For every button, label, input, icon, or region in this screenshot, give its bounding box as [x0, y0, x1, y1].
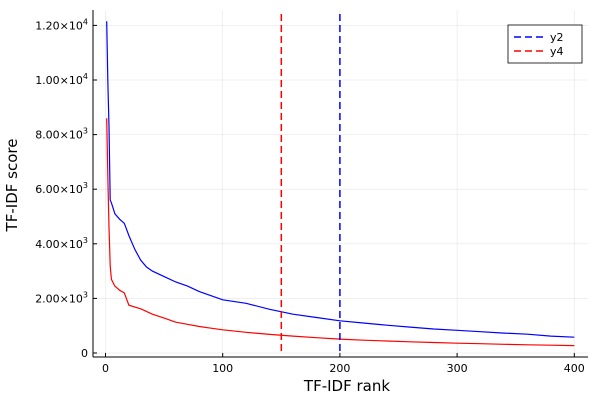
x-tick-label: 200	[329, 362, 350, 375]
y-tick-label: 8.00×103	[35, 127, 88, 142]
y-tick-label: 2.00×103	[35, 290, 88, 305]
y-tick-label: 1.20×104	[35, 17, 88, 32]
y-tick-label: 6.00×103	[35, 181, 88, 196]
x-tick-label: 0	[102, 362, 109, 375]
y-tick-label: 1.00×104	[35, 72, 88, 87]
series-blue-line	[106, 21, 575, 338]
x-axis-title: TF-IDF rank	[303, 377, 390, 395]
x-tick-label: 300	[447, 362, 468, 375]
x-tick-label: 400	[564, 362, 585, 375]
ticks-layer: 0 100 200 300 400 0 2.00×103 4.00×103 6.00×103 8.…	[35, 17, 585, 375]
axes-layer	[92, 10, 588, 358]
x-tick-label: 100	[212, 362, 233, 375]
legend-box	[507, 24, 583, 64]
series-layer	[106, 14, 575, 353]
legend-label-y2: y2	[550, 31, 564, 44]
y-tick-label: 4.00×103	[35, 236, 88, 251]
y-axis-title: TF-IDF score	[3, 139, 21, 233]
series-red-line	[106, 118, 575, 347]
y-tick-label: 0	[81, 347, 88, 360]
legend-label-y4: y4	[550, 45, 564, 58]
